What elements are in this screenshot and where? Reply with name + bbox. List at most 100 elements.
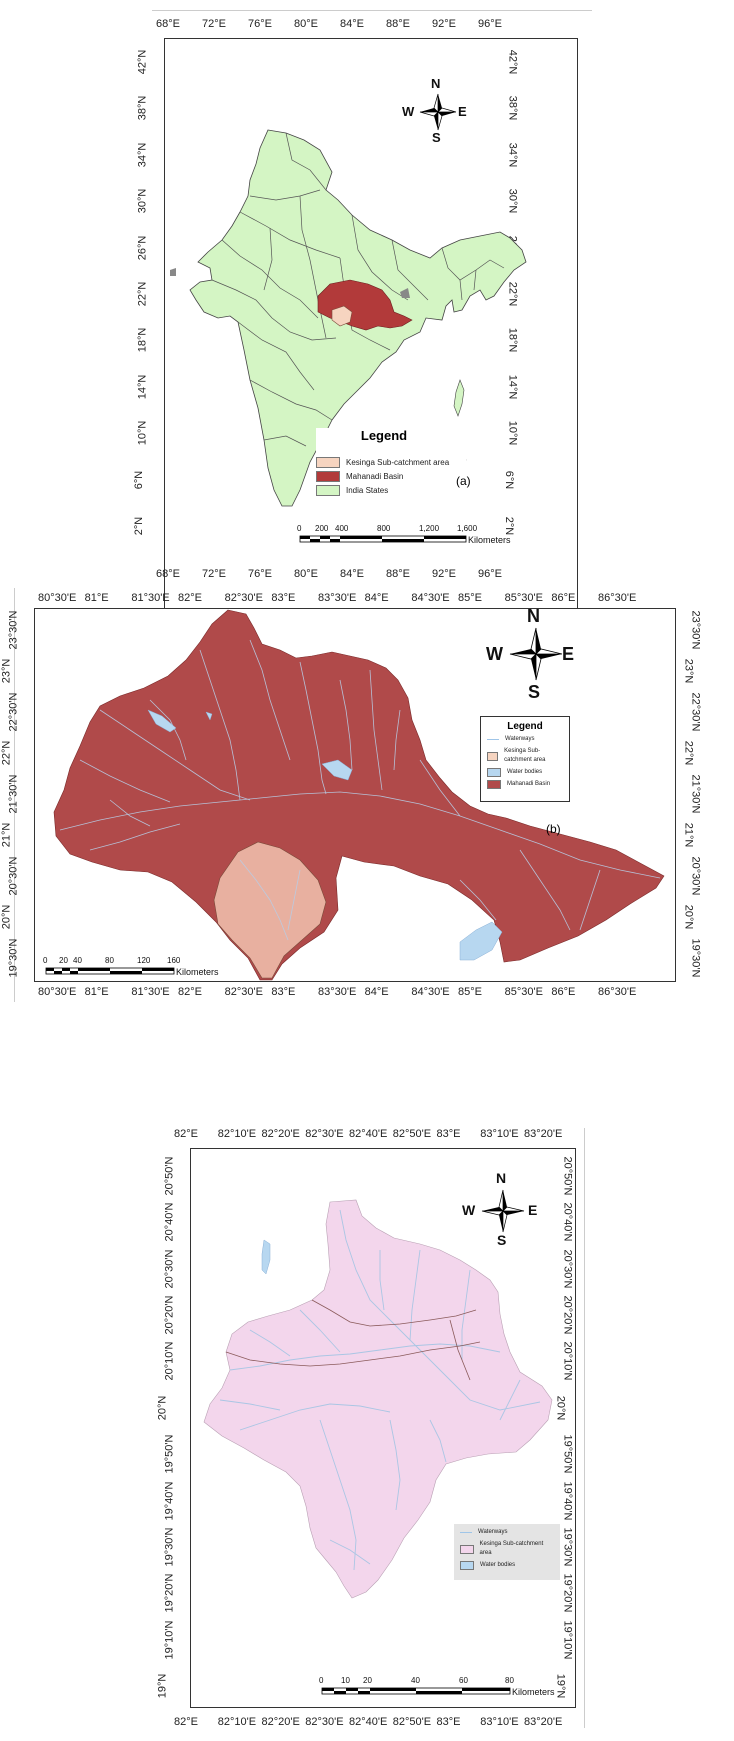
india-states-map [170,129,527,507]
graticule-label: 86°E [551,986,576,998]
graticule-label: 82°E [174,1716,198,1728]
map-panel-a: 68°E 72°E 76°E 80°E 84°E 88°E 92°E 96°E 68°E 72°… [0,0,734,640]
scale-tick-label: 160 [167,956,181,965]
graticule-label: 82°30'E [224,986,263,998]
scale-tick-label: 40 [411,1676,420,1685]
west-coast-marks [170,268,176,276]
kesinga-subcatchment-map [203,1199,553,1599]
graticule-label: 84°E [340,568,364,580]
graticule-label: 68°E [156,568,180,580]
graticule-label: 96°E [478,18,502,30]
graticule-label: 83°E [436,1128,461,1140]
graticule-label: 82°10'E [217,1716,257,1728]
scale-tick-label: 40 [73,956,82,965]
graticule-label: 82°E [178,986,202,998]
graticule-label: 83°10'E [480,1128,519,1140]
compass-rose-icon [481,1189,525,1233]
legend-label: Waterways [505,736,535,742]
legend-label: Kesinga Sub-catchment area [346,458,450,467]
legend-item: Waterways [460,1528,554,1537]
graticule-label: 88°E [386,568,410,580]
kesinga-subcatchment-region [203,1199,553,1599]
panel-b-legend: Legend Waterways Kesinga Sub-catchment ar… [480,716,570,802]
graticule-label: 84°E [340,18,364,30]
graticule-label: 82°10'E [217,1128,257,1140]
legend-title: Legend [360,428,408,443]
legend-item: Water bodies [460,1561,554,1570]
graticule-label: 84°E [364,986,389,998]
compass-s-label: S [497,1232,507,1248]
panel-c-scale-bar: 0 10 20 40 60 80 Kilometers [319,1676,562,1700]
graticule-label: 83°30'E [318,592,357,604]
legend-swatch [487,751,499,761]
compass-e-label: E [562,644,575,664]
panel-b-left-rule [14,588,15,1002]
legend-item: Kesinga Sub-catchment area [487,747,563,765]
compass-s-label: S [432,130,441,145]
compass-s-label: S [528,682,541,702]
graticule-label: 76°E [248,18,272,30]
graticule-label: 82°20'E [261,1128,300,1140]
panel-a-label: (a) [456,474,471,488]
graticule-label: 81°30'E [131,986,170,998]
graticule-label: 72°E [202,18,226,30]
graticule-label: 82°E [178,592,202,604]
scale-tick-label: 1,200 [419,524,440,533]
water-bodies [147,709,503,961]
scale-tick-label: 20 [59,956,68,965]
legend-swatch [487,768,501,777]
scale-unit-label: Kilometers [512,1687,555,1697]
scale-tick-label: 10 [341,1676,350,1685]
graticule-label: 82°40'E [349,1716,388,1728]
map-panel-c: 82°E 82°10'E 82°20'E 82°30'E 82°40'E 82°50'E 8… [0,1120,734,1741]
legend-label: Mahanadi Basin [346,472,404,481]
graticule-label: 80°30'E [38,986,77,998]
scale-tick-label: 0 [297,524,302,533]
graticule-label: 96°E [478,568,502,580]
legend-item: Kesinga Sub-catchment area [316,457,466,468]
state-borders [211,132,505,447]
legend-item: India States [316,485,466,496]
mahanadi-basin-region [53,609,665,981]
waterways-network [59,639,661,941]
graticule-label: 83°E [436,1716,461,1728]
graticule-label: 82°30'E [305,1128,344,1140]
graticule-label: 85°30'E [504,986,543,998]
graticule-label: 86°30'E [598,986,637,998]
panel-b-label: (b) [546,822,561,836]
scale-unit-label: Kilometers [176,967,219,977]
panel-a-legend: Legend Kesinga Sub-catchment area Mahanad… [316,428,466,499]
legend-swatch [316,471,340,482]
scale-tick-label: 80 [105,956,114,965]
graticule-label: 86°E [551,592,576,604]
compass-w-label: W [486,644,503,664]
graticule-label: 81°E [84,592,109,604]
legend-item: Water bodies [487,768,563,777]
legend-swatch [316,457,340,468]
graticule-label: 83°10'E [480,1716,519,1728]
legend-label: Water bodies [507,769,543,775]
scale-tick-label: 1,600 [457,524,478,533]
graticule-label: 84°30'E [411,592,450,604]
scale-tick-label: 0 [43,956,48,965]
scale-tick-label: 60 [459,1676,468,1685]
legend-swatch [487,780,501,789]
graticule-label: 82°E [174,1128,198,1140]
legend-title: Legend [507,721,543,732]
legend-item: Mahanadi Basin [487,780,563,789]
legend-swatch [460,1544,474,1554]
panel-a-top-rule [152,10,592,11]
legend-label: Waterways [478,1529,508,1535]
graticule-label: 92°E [432,568,456,580]
graticule-label: 82°50'E [392,1128,432,1140]
compass-n-label: N [431,76,441,91]
compass-n-label: N [496,1170,507,1186]
legend-swatch [316,485,340,496]
compass-w-label: W [402,104,415,119]
legend-item: Waterways [487,735,563,744]
graticule-label: 83°E [271,986,296,998]
map-panel-b: 80°30'E 81°E 81°30'E 82°E 82°30'E 83°E 83°30'E… [0,580,734,1010]
water-body [261,1239,271,1275]
graticule-label: 68°E [156,18,180,30]
graticule-label: 82°30'E [305,1716,344,1728]
